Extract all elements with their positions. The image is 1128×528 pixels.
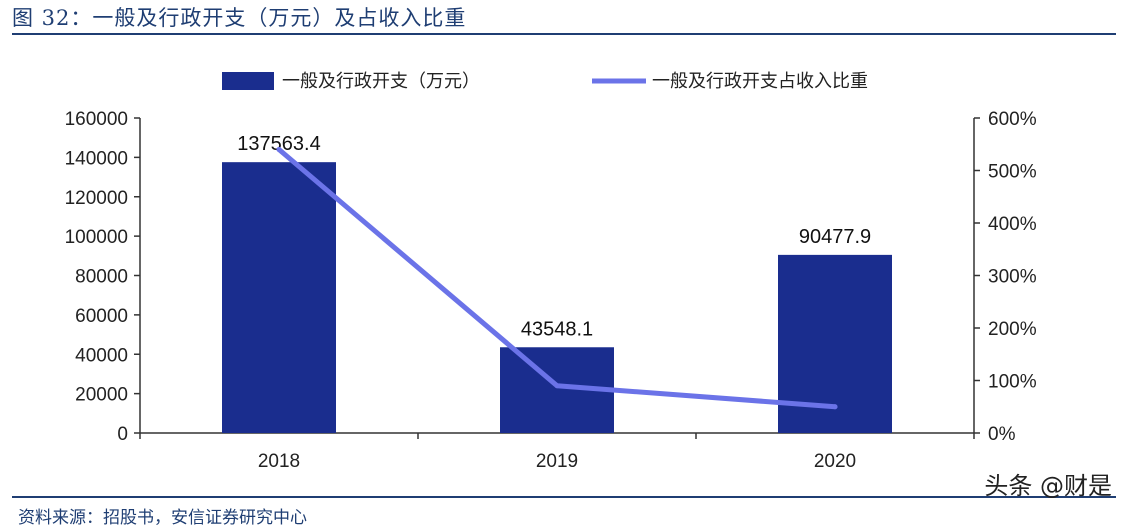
watermark: 头条 @财是 (984, 472, 1112, 500)
legend-bar-label: 一般及行政开支（万元） (282, 71, 480, 91)
title-rule (12, 33, 1116, 35)
left-tick-label: 160000 (65, 109, 128, 130)
right-tick-label: 100% (988, 372, 1037, 393)
bar-data-label: 137563.4 (237, 133, 320, 155)
bar (222, 162, 336, 433)
legend: 一般及行政开支（万元） 一般及行政开支占收入比重 (222, 71, 868, 91)
ratio-point (832, 404, 838, 410)
right-tick-label: 300% (988, 267, 1037, 288)
left-tick-label: 60000 (75, 306, 128, 327)
legend-bar-swatch (222, 72, 274, 90)
source-note: 资料来源：招股书，安信证券研究中心 (18, 508, 307, 528)
right-tick-label: 600% (988, 109, 1037, 130)
left-tick-label: 140000 (65, 148, 128, 169)
bar-data-label: 90477.9 (799, 226, 871, 248)
left-tick-label: 40000 (75, 345, 128, 366)
legend-line-label: 一般及行政开支占收入比重 (652, 71, 868, 91)
right-tick-label: 200% (988, 319, 1037, 340)
figure-title: 图 32：一般及行政开支（万元）及占收入比重 (12, 6, 467, 30)
chart: 一般及行政开支（万元） 一般及行政开支占收入比重 0 20000 40000 6000… (65, 71, 1037, 472)
left-tick-label: 20000 (75, 385, 128, 406)
x-tick-label: 2019 (536, 451, 578, 472)
left-tick-label: 100000 (65, 227, 128, 248)
x-tick-label: 2018 (258, 451, 300, 472)
footer-rule (12, 496, 1116, 498)
x-tick-label: 2020 (814, 451, 856, 472)
left-tick-label: 80000 (75, 267, 128, 288)
right-tick-label: 500% (988, 162, 1037, 183)
right-tick-label: 400% (988, 214, 1037, 235)
ratio-point (554, 383, 560, 389)
ratio-point (276, 147, 282, 152)
left-tick-label: 120000 (65, 188, 128, 209)
bar-data-label: 43548.1 (521, 318, 593, 340)
right-tick-label: 0% (988, 424, 1016, 445)
left-tick-label: 0 (117, 424, 128, 445)
